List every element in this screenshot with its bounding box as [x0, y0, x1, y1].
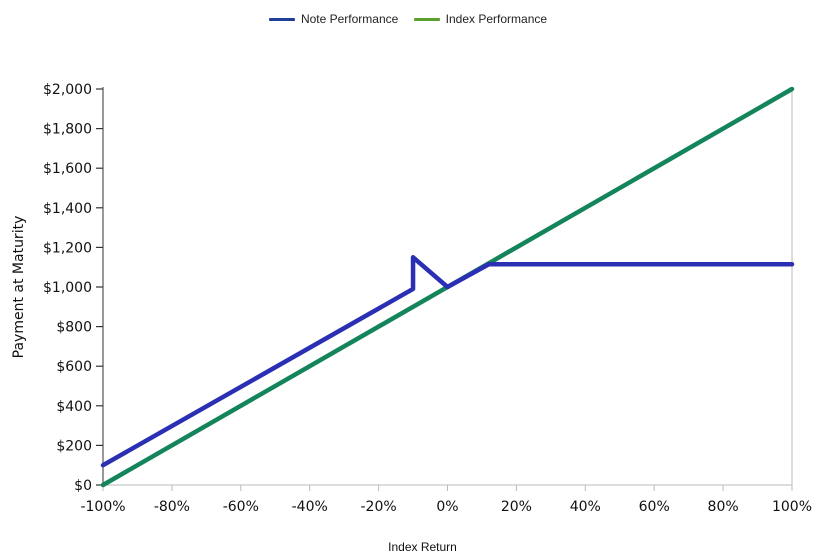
legend-label-index: Index Performance — [445, 12, 548, 26]
y-tick-label: $1,600 — [43, 161, 92, 177]
y-tick-label: $1,800 — [43, 122, 92, 138]
y-tick-label: $1,400 — [43, 201, 92, 217]
series-layer — [100, 86, 795, 488]
x-tick-label: 80% — [708, 499, 739, 515]
x-tick-label: -80% — [154, 499, 190, 515]
y-axis: $0 $200 $400 $600 $800 $1,000 $1,200 $1,400 $1,6… — [43, 82, 104, 494]
x-tick-label: 40% — [570, 499, 601, 515]
legend-label-note: Note Performance — [300, 12, 399, 26]
y-tick-label: $1,000 — [43, 280, 92, 296]
y-tick-label: $2,000 — [43, 82, 92, 98]
y-tick-label: $200 — [56, 438, 92, 454]
x-tick-label: -60% — [223, 499, 259, 515]
y-tick-label: $600 — [56, 359, 92, 375]
x-tick-label: 100% — [772, 499, 812, 515]
legend-swatch-index — [413, 18, 440, 22]
legend-item-note: Note Performance — [268, 12, 399, 26]
x-tick-label: -100% — [80, 499, 125, 515]
y-tick-label: $400 — [56, 399, 92, 415]
x-tick-label: 60% — [639, 499, 670, 515]
series-line-note-performance — [100, 255, 795, 468]
x-axis-label: Index Return — [388, 540, 457, 554]
legend-swatch-note — [268, 18, 295, 22]
x-axis: -100% -80% -60% -40% -20% 0% 20% 40% 60% 80% 100% — [80, 89, 812, 515]
x-tick-label: -40% — [292, 499, 328, 515]
y-tick-label: $0 — [74, 478, 92, 494]
y-axis-label: Payment at Maturity — [11, 216, 27, 359]
x-tick-label: 0% — [436, 499, 458, 515]
x-tick-label: 20% — [501, 499, 532, 515]
x-tick-label: -20% — [361, 499, 397, 515]
y-tick-label: $800 — [56, 320, 92, 336]
y-tick-label: $1,200 — [43, 240, 92, 256]
legend-item-index: Index Performance — [413, 12, 548, 26]
legend: Note Performance Index Performance — [0, 12, 816, 26]
